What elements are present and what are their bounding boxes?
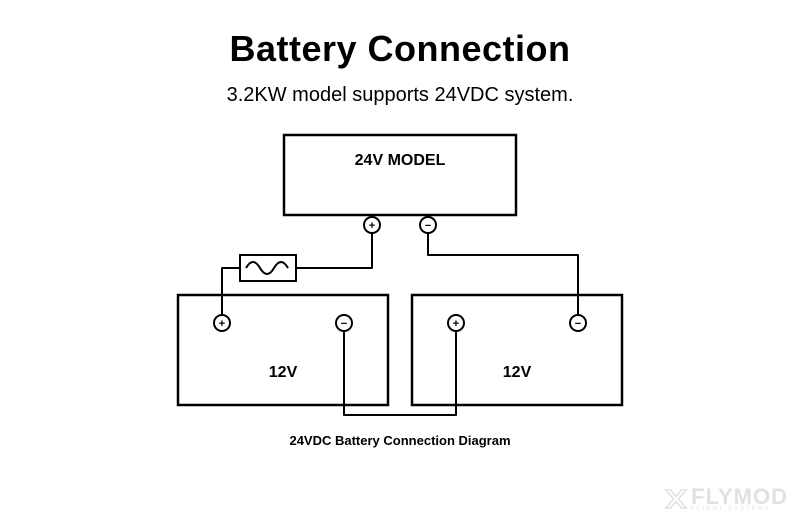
model-terminal-pos-sign: + [369,220,375,232]
battery-left-terminal-neg-sign: − [341,318,347,330]
battery-connection-diagram: 24V MODEL + − 12V + − 12V + − [0,125,800,425]
fuse-sine-icon [246,262,288,274]
page-subtitle: 3.2KW model supports 24VDC system. [0,84,800,107]
battery-left-box [178,295,388,405]
battery-right-box [412,295,622,405]
watermark-brand: FLYMOD [691,486,788,508]
diagram-svg: 24V MODEL + − 12V + − 12V + − [0,125,800,425]
model-label: 24V MODEL [355,152,446,169]
model-terminal-neg-sign: − [425,220,431,232]
diagram-caption: 24VDC Battery Connection Diagram [0,433,800,448]
wire-3 [344,331,456,415]
battery-left-terminal-pos-sign: + [219,318,225,330]
battery-left-label: 12V [269,364,298,381]
page-title: Battery Connection [0,0,800,70]
x-icon [663,486,689,512]
wire-0 [296,233,372,268]
battery-right-terminal-pos-sign: + [453,318,459,330]
model-box [284,135,516,215]
battery-right-terminal-neg-sign: − [575,318,581,330]
battery-right-label: 12V [503,364,532,381]
wire-1 [222,268,240,315]
watermark-sub: FLIGHT SYSTEMS [691,506,788,512]
wire-2 [428,233,578,315]
watermark: FLYMOD FLIGHT SYSTEMS [663,486,788,512]
